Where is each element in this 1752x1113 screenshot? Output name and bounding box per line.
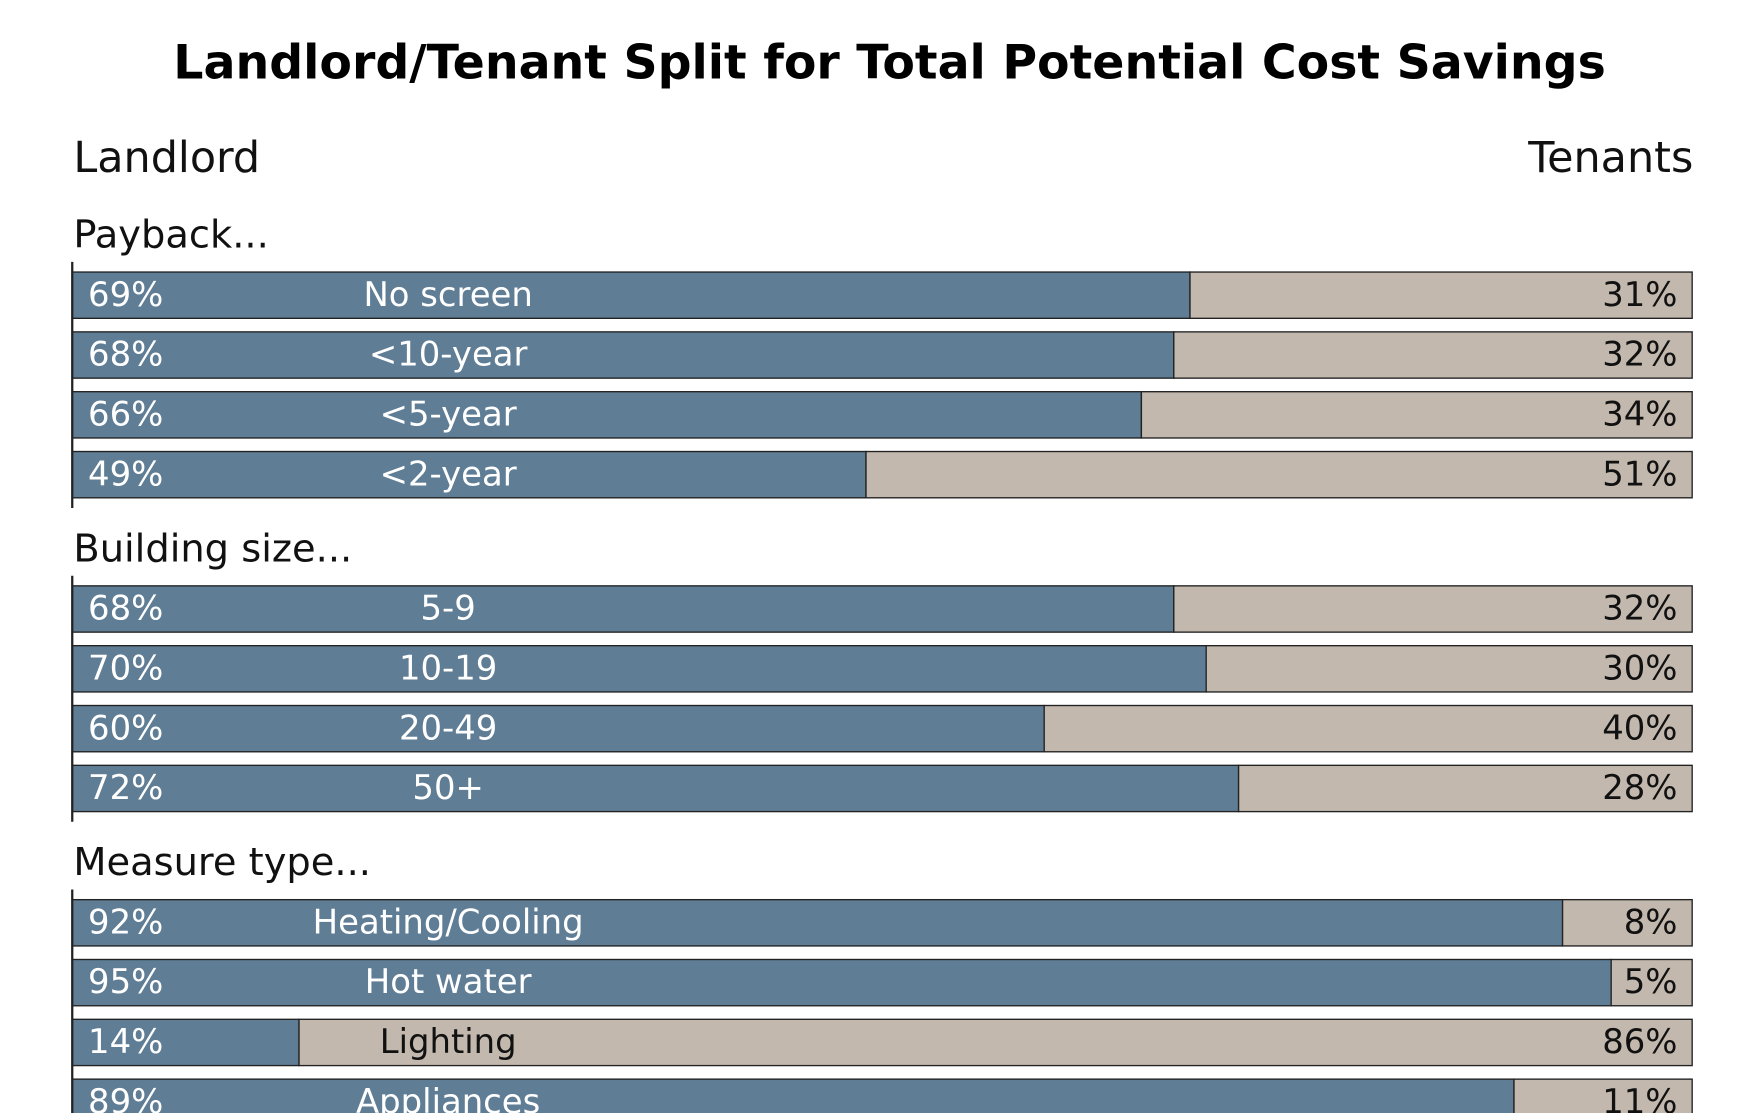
bar-segment bbox=[71, 1018, 300, 1067]
category-label: Lighting bbox=[380, 1022, 517, 1061]
landlord-value-label: 60% bbox=[88, 708, 163, 747]
bar-segment bbox=[71, 585, 1175, 633]
tenant-value-label: 86% bbox=[1602, 1022, 1677, 1061]
category-label: Hot water bbox=[365, 962, 532, 1001]
bar-segment bbox=[1173, 585, 1693, 633]
bar-segment bbox=[71, 450, 867, 499]
tenant-value-label: 5% bbox=[1624, 962, 1678, 1001]
bar-segment bbox=[71, 764, 1240, 813]
category-label: 5-9 bbox=[421, 589, 476, 628]
tenant-value-label: 8% bbox=[1624, 902, 1678, 941]
category-label: Appliances bbox=[356, 1082, 540, 1113]
bar-segment bbox=[298, 1018, 1693, 1067]
landlord-value-label: 72% bbox=[88, 768, 163, 807]
bar-segment bbox=[71, 271, 1191, 319]
landlord-value-label: 49% bbox=[88, 454, 163, 493]
landlord-value-label: 89% bbox=[88, 1082, 163, 1113]
bar-segment bbox=[71, 331, 1175, 379]
category-label: Heating/Cooling bbox=[313, 902, 584, 941]
category-label: 20-49 bbox=[399, 708, 497, 747]
landlord-value-label: 66% bbox=[88, 394, 163, 433]
landlord-value-label: 68% bbox=[88, 335, 163, 374]
landlord-value-label: 70% bbox=[88, 648, 163, 687]
bar-segment bbox=[1205, 644, 1693, 693]
tenant-value-label: 40% bbox=[1602, 708, 1677, 747]
bar-segment bbox=[71, 898, 1564, 947]
tenant-value-label: 34% bbox=[1602, 394, 1677, 433]
tenant-value-label: 28% bbox=[1602, 768, 1677, 807]
bar-segment bbox=[1173, 331, 1693, 379]
bar-segment bbox=[1140, 391, 1693, 439]
category-label: 50+ bbox=[412, 768, 483, 807]
category-label: <2-year bbox=[380, 454, 517, 493]
tenant-value-label: 32% bbox=[1602, 335, 1677, 374]
category-label: 10-19 bbox=[399, 648, 497, 687]
landlord-value-label: 69% bbox=[88, 275, 163, 314]
bar-segment bbox=[71, 391, 1143, 439]
bar-segment bbox=[1561, 898, 1693, 947]
bar-segment bbox=[865, 450, 1693, 499]
bar-segment bbox=[71, 644, 1207, 693]
category-label: <5-year bbox=[380, 394, 517, 433]
landlord-value-label: 68% bbox=[88, 589, 163, 628]
bar-segment bbox=[1189, 271, 1693, 319]
bar-segment bbox=[71, 958, 1612, 1007]
legend-right: Tenants bbox=[1527, 133, 1693, 183]
chart-title: Landlord/Tenant Split for Total Potentia… bbox=[173, 35, 1606, 90]
group-header: Payback... bbox=[73, 213, 268, 258]
group-header: Building size... bbox=[73, 526, 352, 571]
bar-segment bbox=[1610, 958, 1693, 1007]
tenant-value-label: 31% bbox=[1602, 275, 1677, 314]
bar-segment bbox=[1513, 1078, 1693, 1113]
tenant-value-label: 51% bbox=[1602, 454, 1677, 493]
bar-segment bbox=[71, 704, 1045, 753]
tenant-value-label: 30% bbox=[1602, 648, 1677, 687]
bar-segment bbox=[1237, 764, 1693, 813]
tenant-value-label: 32% bbox=[1602, 589, 1677, 628]
legend-left: Landlord bbox=[73, 133, 260, 183]
landlord-value-label: 14% bbox=[88, 1022, 163, 1061]
group-header: Measure type... bbox=[73, 840, 371, 885]
category-label: No screen bbox=[363, 275, 532, 314]
bar-segment bbox=[1043, 704, 1693, 753]
bar-segment bbox=[71, 1078, 1515, 1113]
tenant-value-label: 11% bbox=[1602, 1082, 1677, 1113]
landlord-value-label: 95% bbox=[88, 962, 163, 1001]
landlord-value-label: 92% bbox=[88, 902, 163, 941]
category-label: <10-year bbox=[369, 335, 528, 374]
